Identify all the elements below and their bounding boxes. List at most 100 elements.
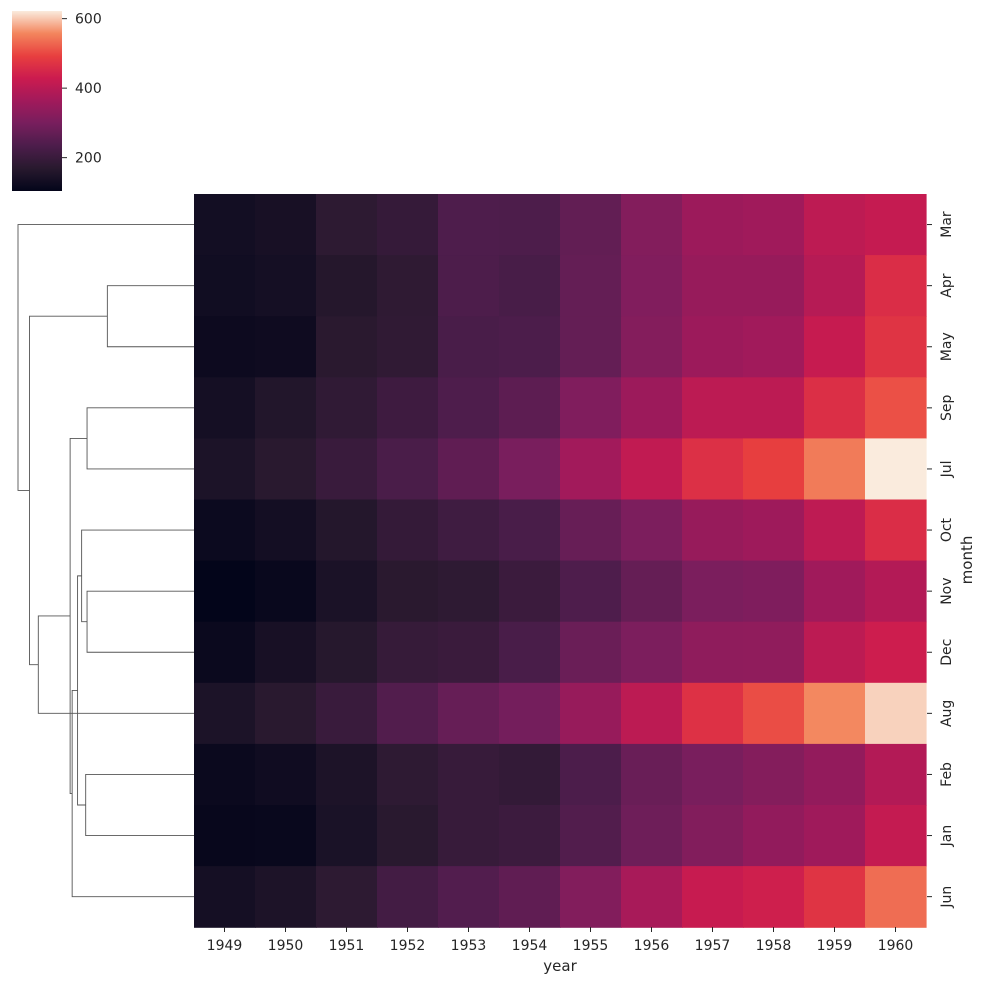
- heatmap-cell: [804, 743, 866, 806]
- heatmap-cell: [499, 255, 561, 317]
- heatmap-cell: [194, 621, 256, 684]
- heatmap-cell: [621, 682, 683, 745]
- heatmap-cell: [255, 743, 317, 806]
- heatmap-cell: [621, 621, 683, 684]
- heatmap-cell: [865, 377, 927, 439]
- heatmap-cell: [804, 194, 866, 256]
- heatmap-cell: [438, 805, 500, 867]
- heatmap-cell: [743, 438, 805, 501]
- heatmap-cell: [560, 316, 622, 378]
- heatmap-cell: [682, 866, 744, 928]
- heatmap-cell: [438, 316, 500, 378]
- colorbar: 200 400 600: [12, 11, 102, 191]
- heatmap-cell: [560, 194, 622, 256]
- heatmap-cell: [316, 621, 378, 684]
- heatmap-cell: [377, 499, 439, 562]
- heatmap-cell: [743, 866, 805, 928]
- heatmap-cell: [377, 377, 439, 439]
- heatmap-cell: [255, 866, 317, 928]
- dendrogram-link: [17, 224, 194, 491]
- y-tick-label: Oct: [939, 517, 955, 542]
- heatmap-cell: [865, 194, 927, 256]
- heatmap-cell: [804, 377, 866, 439]
- heatmap-cell: [621, 438, 683, 501]
- heatmap-cell: [682, 560, 744, 623]
- heatmap-cell: [194, 866, 256, 928]
- heatmap-cell: [438, 743, 500, 806]
- heatmap-cell: [316, 560, 378, 623]
- y-tick-label: Nov: [939, 577, 955, 604]
- dendrogram-link: [29, 315, 108, 666]
- heatmap-cell: [804, 805, 866, 867]
- x-tick-label: 1959: [817, 938, 853, 954]
- x-tick-label: 1953: [451, 938, 487, 954]
- heatmap-cell: [255, 438, 317, 501]
- heatmap-cell: [682, 377, 744, 439]
- heatmap-cell: [499, 682, 561, 745]
- heatmap-cell: [255, 682, 317, 745]
- heatmap-cell: [316, 438, 378, 501]
- heatmap-cell: [194, 377, 256, 439]
- y-tick-label: Feb: [939, 762, 955, 787]
- heatmap-cell: [255, 194, 317, 256]
- x-axis-label: year: [543, 957, 577, 975]
- colorbar-tick-label: 200: [75, 151, 102, 167]
- heatmap-cell: [438, 438, 500, 501]
- heatmap-cell: [621, 743, 683, 806]
- heatmap-cell: [377, 316, 439, 378]
- heatmap-cell: [682, 805, 744, 867]
- heatmap-cell: [743, 621, 805, 684]
- heatmap-cell: [316, 682, 378, 745]
- heatmap-cell: [682, 499, 744, 562]
- heatmap-cell: [316, 255, 378, 317]
- dendrogram-link: [86, 590, 194, 653]
- heatmap-cell: [377, 743, 439, 806]
- heatmap-cell: [560, 805, 622, 867]
- heatmap-cell: [743, 377, 805, 439]
- y-tick-labels: Mar Apr May Sep Jul Oct Nov Dec Aug Feb Jan Jun: [927, 211, 955, 909]
- heatmap-cell: [804, 621, 866, 684]
- heatmap-cell: [499, 743, 561, 806]
- heatmap-cell: [804, 866, 866, 928]
- dendrogram-link: [37, 615, 194, 714]
- heatmap-cell: [682, 316, 744, 378]
- heatmap-cell: [804, 499, 866, 562]
- heatmap-cell: [316, 743, 378, 806]
- heatmap-cell: [560, 255, 622, 317]
- heatmap-cell: [377, 866, 439, 928]
- heatmap-cell: [682, 621, 744, 684]
- heatmap-cell: [865, 255, 927, 317]
- heatmap-cell: [194, 194, 256, 256]
- heatmap-cell: [499, 560, 561, 623]
- heatmap-cell: [621, 377, 683, 439]
- heatmap-cell: [560, 438, 622, 501]
- x-tick-label: 1951: [329, 938, 365, 954]
- y-tick-label: Dec: [939, 639, 955, 666]
- heatmap-cell: [865, 743, 927, 806]
- heatmap-cell: [560, 743, 622, 806]
- y-tick-label: Apr: [939, 273, 955, 297]
- dendrogram-link: [71, 689, 194, 898]
- heatmap-cell: [194, 743, 256, 806]
- x-tick-label: 1958: [756, 938, 792, 954]
- x-tick-label: 1957: [695, 938, 731, 954]
- heatmap-cell: [560, 682, 622, 745]
- y-tick-label: Jun: [939, 886, 955, 909]
- heatmap-cell: [865, 560, 927, 623]
- heatmap-cell: [804, 438, 866, 501]
- heatmap-cell: [804, 560, 866, 623]
- heatmap-cell: [316, 194, 378, 256]
- heatmap-cell: [255, 255, 317, 317]
- heatmap-cell: [865, 621, 927, 684]
- heatmap-cell: [255, 316, 317, 378]
- x-tick-label: 1955: [573, 938, 609, 954]
- heatmap-cell: [499, 499, 561, 562]
- heatmap-cell: [438, 255, 500, 317]
- heatmap-cell: [377, 621, 439, 684]
- heatmap-cell: [743, 805, 805, 867]
- heatmap-cell: [194, 438, 256, 501]
- heatmap-cell: [438, 194, 500, 256]
- colorbar-tick-label: 600: [75, 12, 102, 28]
- heatmap-cell: [621, 560, 683, 623]
